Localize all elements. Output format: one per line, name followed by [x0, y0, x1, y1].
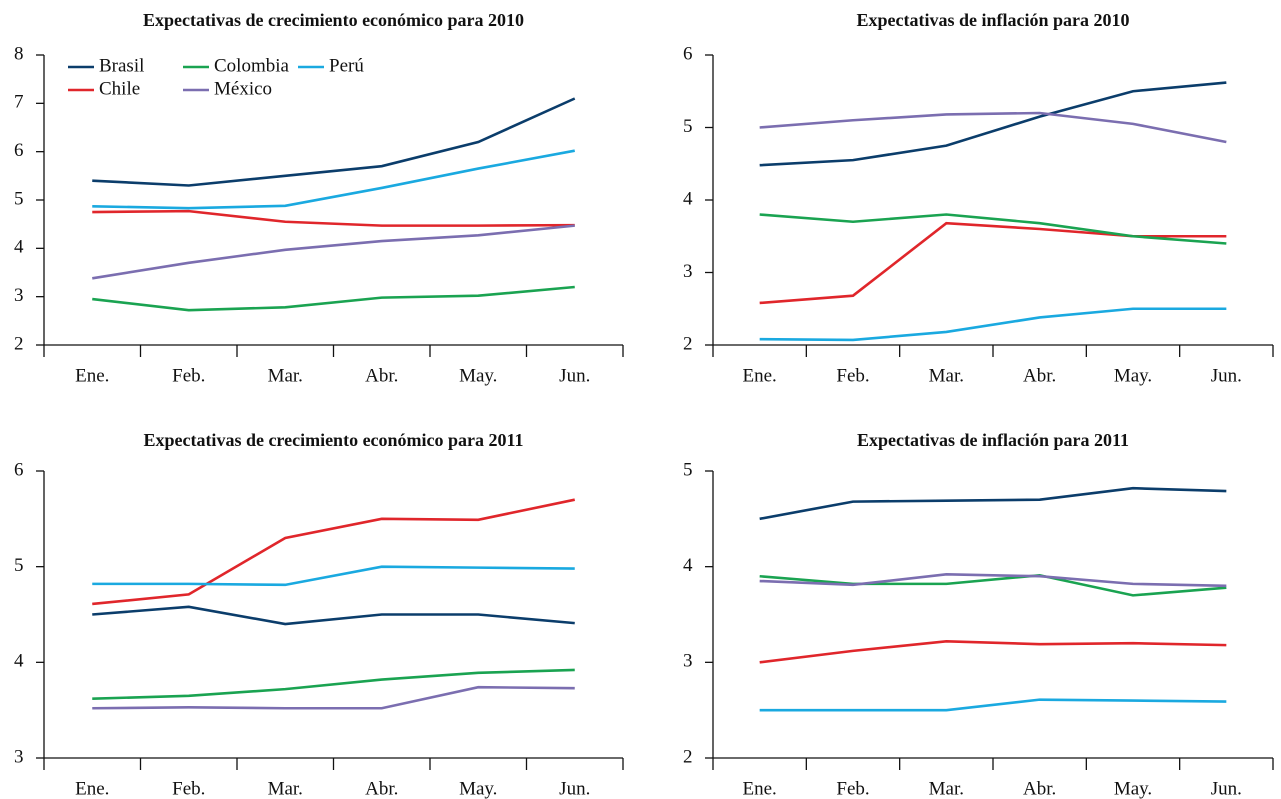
- y-tick-label: 3: [683, 261, 693, 282]
- y-tick-label: 4: [683, 555, 693, 576]
- series-line: [92, 498, 576, 606]
- x-tick-label: Feb.: [172, 778, 205, 799]
- y-tick-label: 7: [14, 92, 24, 113]
- series-line: [92, 209, 575, 227]
- series-line: [759, 486, 1227, 521]
- x-tick-label: Ene.: [743, 778, 777, 799]
- x-tick-label: Feb.: [836, 365, 869, 386]
- x-tick-label: Abr.: [365, 365, 398, 386]
- series-line: [759, 573, 1227, 597]
- x-tick-label: Feb.: [172, 365, 205, 386]
- series-line: [92, 685, 575, 710]
- series-line: [92, 224, 575, 280]
- y-tick-label: 3: [683, 651, 693, 672]
- legend-label: Chile: [99, 78, 140, 99]
- series-line: [759, 573, 1227, 588]
- y-tick-label: 4: [14, 651, 24, 672]
- x-tick-label: Ene.: [75, 778, 109, 799]
- legend-label: México: [214, 78, 272, 99]
- series-line: [759, 221, 1227, 305]
- x-tick-label: May.: [1114, 778, 1152, 799]
- x-tick-label: Feb.: [836, 778, 869, 799]
- series-line: [759, 81, 1227, 167]
- x-tick-label: May.: [459, 778, 497, 799]
- y-tick-label: 2: [14, 333, 24, 354]
- chart-title: Expectativas de inflación para 2010: [857, 10, 1130, 30]
- series-line: [92, 285, 575, 312]
- x-tick-label: Abr.: [365, 778, 398, 799]
- y-tick-label: 6: [14, 459, 24, 480]
- y-tick-label: 5: [683, 116, 693, 137]
- x-tick-label: May.: [459, 365, 497, 386]
- x-tick-label: Ene.: [743, 365, 777, 386]
- x-tick-label: Mar.: [929, 365, 964, 386]
- x-tick-label: Jun.: [559, 365, 590, 386]
- y-tick-label: 5: [14, 555, 24, 576]
- y-tick-label: 5: [683, 459, 693, 480]
- y-tick-label: 3: [14, 285, 24, 306]
- series-line: [759, 111, 1227, 144]
- legend-label: Perú: [329, 55, 364, 76]
- chart-title: Expectativas de inflación para 2011: [857, 430, 1129, 450]
- y-tick-label: 8: [14, 43, 24, 64]
- series-line: [92, 605, 575, 626]
- x-tick-label: Ene.: [75, 365, 109, 386]
- chart-title: Expectativas de crecimiento económico pa…: [143, 10, 524, 30]
- x-tick-label: Mar.: [268, 778, 303, 799]
- y-tick-label: 5: [14, 188, 24, 209]
- series-line: [759, 639, 1227, 664]
- y-tick-label: 3: [14, 746, 24, 767]
- legend-label: Brasil: [99, 55, 144, 76]
- y-tick-label: 6: [683, 43, 693, 64]
- y-tick-label: 4: [14, 237, 24, 258]
- x-tick-label: Abr.: [1023, 778, 1056, 799]
- x-tick-label: May.: [1114, 365, 1152, 386]
- series-line: [759, 213, 1227, 245]
- series-line: [92, 565, 575, 587]
- chart-title: Expectativas de crecimiento económico pa…: [143, 430, 523, 450]
- x-tick-label: Jun.: [1211, 778, 1242, 799]
- y-tick-label: 2: [683, 746, 693, 767]
- series-line: [92, 668, 575, 700]
- series-line: [92, 149, 575, 210]
- y-tick-label: 2: [683, 333, 693, 354]
- y-tick-label: 6: [14, 140, 24, 161]
- x-tick-label: Jun.: [559, 778, 590, 799]
- series-line: [759, 698, 1227, 712]
- legend-label: Colombia: [214, 55, 290, 76]
- series-line: [92, 97, 576, 187]
- x-tick-label: Abr.: [1023, 365, 1056, 386]
- x-tick-label: Mar.: [929, 778, 964, 799]
- x-tick-label: Jun.: [1211, 365, 1242, 386]
- y-tick-label: 4: [683, 188, 693, 209]
- series-line: [759, 307, 1227, 342]
- x-tick-label: Mar.: [268, 365, 303, 386]
